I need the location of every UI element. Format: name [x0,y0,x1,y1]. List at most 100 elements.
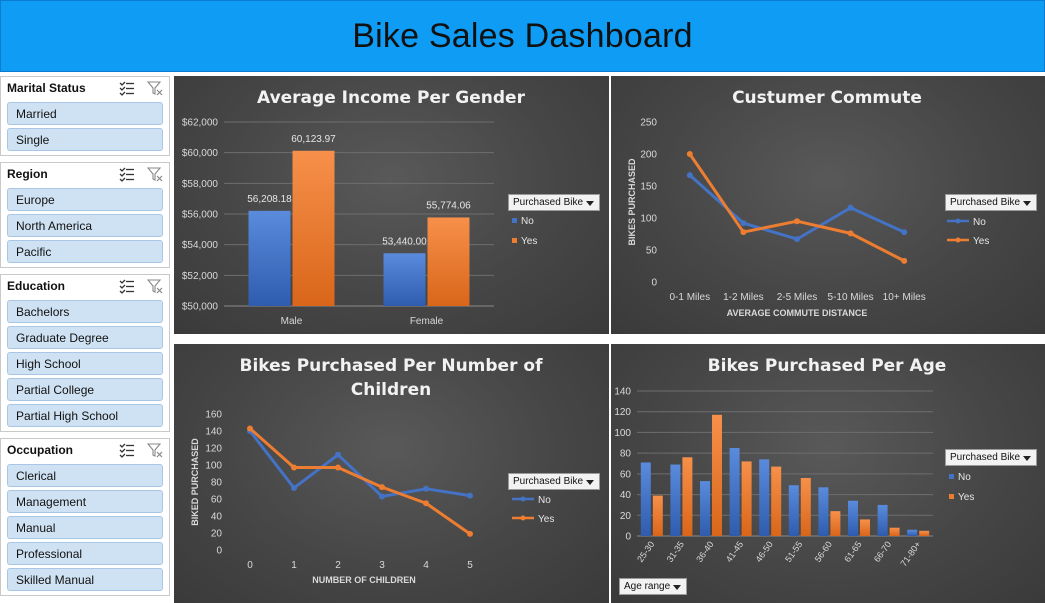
point-yes-0[interactable] [247,425,253,432]
bar-no-46-50[interactable] [759,459,770,536]
bar-no-male[interactable] [248,210,291,306]
y-tick-label: 140 [205,427,222,438]
point-no-0-1-miles[interactable] [686,172,693,179]
bar-no-66-70[interactable] [877,504,888,536]
point-yes-1-2-miles[interactable] [740,229,747,236]
slicer-item-bachelors[interactable]: Bachelors [7,300,163,323]
point-no-4[interactable] [423,485,429,492]
y-tick-label: 20 [620,511,632,522]
chevron-down-icon [1023,456,1031,461]
bar-yes-female[interactable] [427,217,470,306]
y-tick-label: 0 [216,546,222,557]
point-no-3[interactable] [379,493,385,500]
slicer-item-high-school[interactable]: High School [7,352,163,375]
slicer-toolbar [119,80,163,96]
point-yes-4[interactable] [423,500,429,507]
point-no-10-miles[interactable] [901,229,908,236]
bar-yes-31-35[interactable] [682,457,693,536]
data-label: 60,123.97 [291,134,336,145]
point-yes-5-10-miles[interactable] [847,230,854,237]
x-tick-label: 10+ Miles [883,292,926,303]
slicer-item-skilled-manual[interactable]: Skilled Manual [7,568,163,591]
slicer-item-clerical[interactable]: Clerical [7,464,163,487]
slicer-item-pacific[interactable]: Pacific [7,240,163,263]
slicer-header: Marital Status [1,77,169,99]
legend-swatch-no [512,218,517,223]
multi-select-icon[interactable] [119,442,135,458]
purchased-bike-filter-button[interactable]: Purchased Bike [945,449,1037,466]
bar-no-71-80[interactable] [907,529,918,536]
clear-filter-icon[interactable] [147,278,163,294]
slicer-title: Region [7,167,48,181]
bar-yes-25-30[interactable] [652,495,663,536]
bar-yes-51-55[interactable] [800,478,811,536]
clear-filter-icon[interactable] [147,442,163,458]
point-no-5-10-miles[interactable] [847,204,854,211]
legend-swatch-yes [512,238,517,243]
x-tick-label: 36-40 [694,539,715,564]
point-yes-3[interactable] [379,484,385,491]
y-tick-label: 250 [640,118,657,129]
point-no-1[interactable] [291,484,297,491]
y-tick-label: $56,000 [182,210,219,221]
customer-commute-chart: Custumer Commute 0 50 100 150 200 250 0-1 Miles… [611,76,1045,334]
series-line-no[interactable] [688,174,905,241]
point-yes-2-5-miles[interactable] [794,218,800,225]
slicer-item-married[interactable]: Married [7,102,163,125]
point-yes-2[interactable] [335,464,341,471]
slicer-item-graduate-degree[interactable]: Graduate Degree [7,326,163,349]
x-tick-label: 1-2 Miles [723,292,764,303]
data-label: 53,440.00 [382,236,427,247]
bar-no-41-45[interactable] [729,447,740,536]
bar-no-51-55[interactable] [788,485,799,536]
slicer-item-manual[interactable]: Manual [7,516,163,539]
slicer-item-management[interactable]: Management [7,490,163,513]
bar-yes-36-40[interactable] [712,414,722,536]
bar-no-56-60[interactable] [818,487,829,536]
series-line-yes[interactable] [249,427,471,536]
point-yes-1[interactable] [291,464,297,471]
slicer-title: Marital Status [7,81,86,95]
point-no-2[interactable] [335,451,341,458]
slicer-item-professional[interactable]: Professional [7,542,163,565]
slicer-item-north-america[interactable]: North America [7,214,163,237]
x-tick-label: 56-60 [813,539,834,564]
point-no-1-2-miles[interactable] [740,220,747,227]
point-yes-5[interactable] [467,530,473,537]
point-yes-10-miles[interactable] [901,257,908,264]
bar-yes-46-50[interactable] [771,466,782,536]
point-yes-0-1-miles[interactable] [686,151,693,157]
y-tick-label: $54,000 [182,240,219,251]
x-axis-title: NUMBER OF CHILDREN [312,575,416,585]
bar-yes-41-45[interactable] [741,461,752,536]
bar-yes-male[interactable] [292,150,335,306]
purchased-bike-filter-button[interactable]: Purchased Bike [508,194,600,211]
bar-yes-66-70[interactable] [889,527,900,536]
bar-no-31-35[interactable] [670,464,681,536]
age-range-filter-button[interactable]: Age range [619,578,687,595]
bar-no-25-30[interactable] [640,462,651,536]
bar-yes-71-80[interactable] [919,530,930,536]
bar-no-female[interactable] [383,253,426,306]
point-no-2-5-miles[interactable] [794,236,800,243]
multi-select-icon[interactable] [119,80,135,96]
slicer-item-europe[interactable]: Europe [7,188,163,211]
series-line-yes[interactable] [688,153,905,263]
slicer-item-partial-college[interactable]: Partial College [7,378,163,401]
multi-select-icon[interactable] [119,278,135,294]
bar-yes-61-65[interactable] [860,519,870,536]
bar-no-61-65[interactable] [848,500,858,536]
purchased-bike-filter-button[interactable]: Purchased Bike [508,473,600,490]
slicer-item-single[interactable]: Single [7,128,163,151]
bar-no-36-40[interactable] [700,481,710,536]
multi-select-icon[interactable] [119,166,135,182]
bar-yes-56-60[interactable] [830,511,841,536]
chart-title: Children [351,380,431,400]
y-tick-label: 100 [205,461,222,472]
point-no-5[interactable] [467,492,473,499]
clear-filter-icon[interactable] [147,166,163,182]
clear-filter-icon[interactable] [147,80,163,96]
series-line-no[interactable] [248,430,471,498]
purchased-bike-filter-button[interactable]: Purchased Bike [945,194,1037,211]
slicer-item-partial-high-school[interactable]: Partial High School [7,404,163,427]
